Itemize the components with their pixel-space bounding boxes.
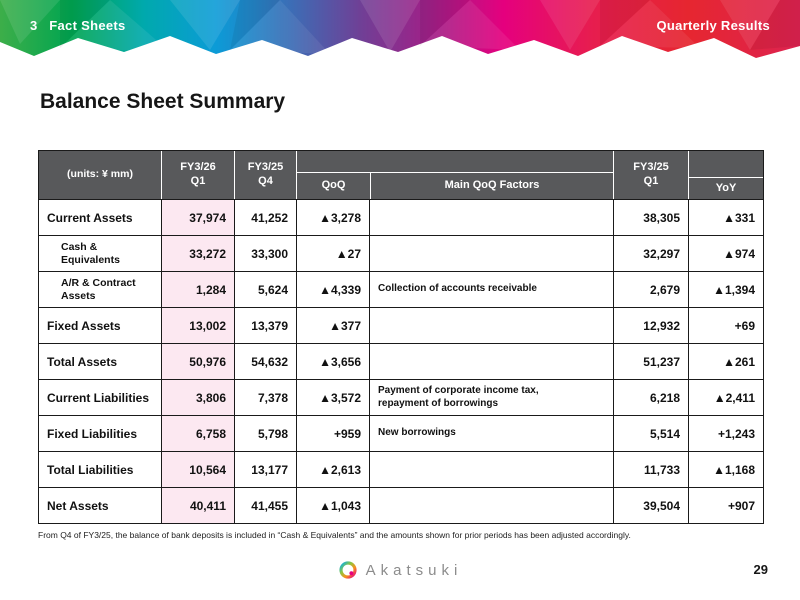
cell-factors: New borrowings [369, 415, 613, 451]
cell-factors [369, 343, 613, 379]
cell-fy326-q1: 3,806 [161, 379, 234, 415]
header-qoq-spacer [297, 151, 613, 173]
cell-fy326-q1: 37,974 [161, 199, 234, 235]
cell-fy325-q1: 5,514 [613, 415, 688, 451]
cell-qoq: +959 [296, 415, 369, 451]
cell-fy325-q1: 11,733 [613, 451, 688, 487]
header-qoq: QoQ [297, 173, 371, 199]
cell-fy325-q1: 12,932 [613, 307, 688, 343]
cell-yoy: ▲261 [688, 343, 763, 379]
cell-yoy: ▲974 [688, 235, 763, 271]
row-label: Total Liabilities [39, 451, 161, 487]
cell-fy325-q1: 51,237 [613, 343, 688, 379]
header-yoy-group: YoY [688, 151, 763, 199]
header-units: (units: ¥ mm) [39, 151, 161, 199]
row-label: Net Assets [39, 487, 161, 523]
header-qoq-group: QoQ Main QoQ Factors [296, 151, 613, 199]
cell-fy325-q4: 41,252 [234, 199, 296, 235]
row-label: A/R & Contract Assets [39, 271, 161, 307]
banner-topic-label: Quarterly Results [656, 18, 770, 33]
akatsuki-logo-icon [339, 561, 357, 579]
cell-fy326-q1: 33,272 [161, 235, 234, 271]
cell-fy326-q1: 10,564 [161, 451, 234, 487]
cell-factors [369, 487, 613, 523]
balance-sheet-table: (units: ¥ mm) FY3/26 Q1 FY3/25 Q4 QoQ Ma… [38, 150, 764, 524]
cell-qoq: ▲27 [296, 235, 369, 271]
cell-yoy: +69 [688, 307, 763, 343]
cell-fy326-q1: 6,758 [161, 415, 234, 451]
cell-qoq: ▲3,278 [296, 199, 369, 235]
page-number: 29 [753, 562, 768, 577]
cell-qoq: ▲3,656 [296, 343, 369, 379]
cell-factors: Payment of corporate income tax, repayme… [369, 379, 613, 415]
row-label: Current Assets [39, 199, 161, 235]
banner-section-label: 3 Fact Sheets [30, 18, 126, 33]
cell-fy326-q1: 1,284 [161, 271, 234, 307]
header-yoy-spacer [689, 151, 763, 178]
cell-qoq: ▲4,339 [296, 271, 369, 307]
cell-yoy: ▲1,394 [688, 271, 763, 307]
cell-qoq: ▲377 [296, 307, 369, 343]
row-label: Total Assets [39, 343, 161, 379]
row-label: Current Liabilities [39, 379, 161, 415]
header-yoy: YoY [715, 181, 737, 194]
top-banner: 3 Fact Sheets Quarterly Results [0, 0, 800, 58]
page-title: Balance Sheet Summary [40, 90, 286, 113]
cell-yoy: ▲2,411 [688, 379, 763, 415]
cell-fy325-q4: 5,798 [234, 415, 296, 451]
cell-fy325-q4: 7,378 [234, 379, 296, 415]
footnote: From Q4 of FY3/25, the balance of bank d… [38, 530, 631, 540]
header-fy325-q1: FY3/25 Q1 [613, 151, 688, 199]
banner-lowpoly-graphic [0, 0, 800, 58]
cell-fy326-q1: 50,976 [161, 343, 234, 379]
cell-fy325-q4: 13,177 [234, 451, 296, 487]
cell-factors [369, 451, 613, 487]
row-label: Fixed Assets [39, 307, 161, 343]
cell-fy325-q4: 54,632 [234, 343, 296, 379]
cell-fy325-q1: 38,305 [613, 199, 688, 235]
cell-fy325-q4: 5,624 [234, 271, 296, 307]
row-label: Cash & Equivalents [39, 235, 161, 271]
row-label: Fixed Liabilities [39, 415, 161, 451]
cell-qoq: ▲2,613 [296, 451, 369, 487]
cell-yoy: +1,243 [688, 415, 763, 451]
footer-brand: Akatsuki [0, 560, 800, 580]
cell-qoq: ▲3,572 [296, 379, 369, 415]
cell-factors: Collection of accounts receivable [369, 271, 613, 307]
cell-fy325-q1: 39,504 [613, 487, 688, 523]
brand-wordmark: Akatsuki [365, 561, 463, 579]
cell-fy326-q1: 40,411 [161, 487, 234, 523]
cell-fy325-q1: 32,297 [613, 235, 688, 271]
cell-fy325-q1: 2,679 [613, 271, 688, 307]
cell-fy326-q1: 13,002 [161, 307, 234, 343]
cell-yoy: ▲331 [688, 199, 763, 235]
cell-fy325-q4: 13,379 [234, 307, 296, 343]
cell-yoy: ▲1,168 [688, 451, 763, 487]
cell-factors [369, 235, 613, 271]
header-fy325-q4: FY3/25 Q4 [234, 151, 296, 199]
cell-yoy: +907 [688, 487, 763, 523]
header-fy326-q1: FY3/26 Q1 [161, 151, 234, 199]
cell-fy325-q4: 33,300 [234, 235, 296, 271]
cell-fy325-q1: 6,218 [613, 379, 688, 415]
cell-qoq: ▲1,043 [296, 487, 369, 523]
cell-fy325-q4: 41,455 [234, 487, 296, 523]
cell-factors [369, 199, 613, 235]
header-main-qoq-factors: Main QoQ Factors [444, 179, 540, 192]
cell-factors [369, 307, 613, 343]
